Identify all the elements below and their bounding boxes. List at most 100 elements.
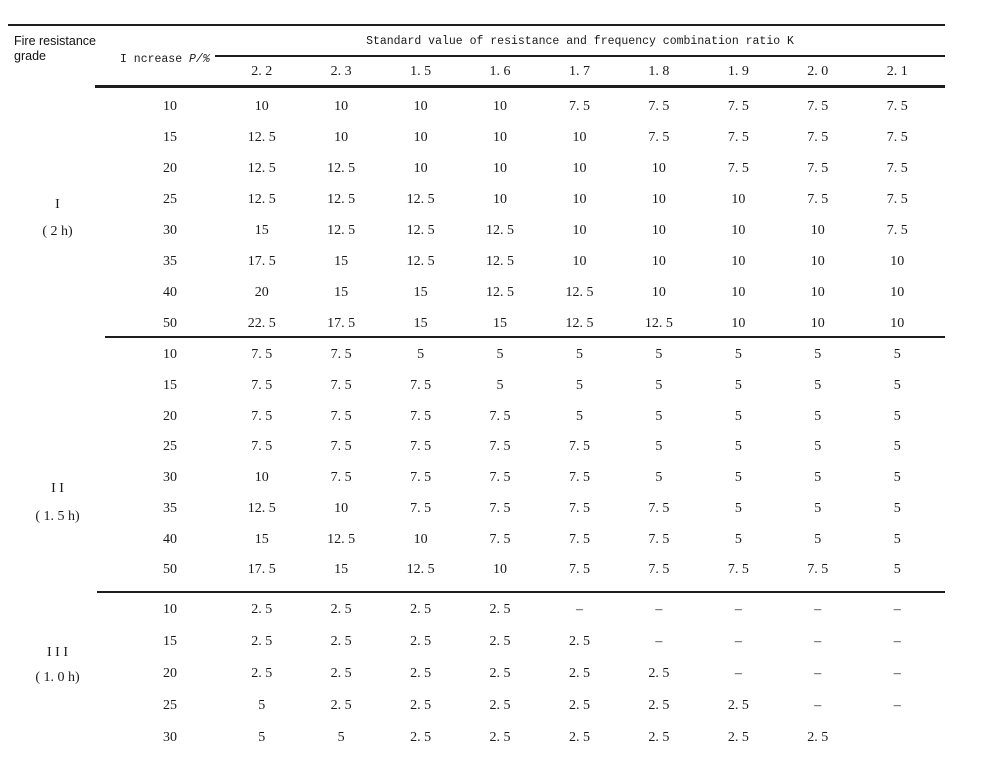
value-cell: 2. 5 [568, 666, 590, 681]
value-cell: 5 [893, 470, 901, 485]
value-cell: 5 [655, 377, 663, 393]
value-cell: 7. 5 [251, 347, 273, 362]
value-cell: 2. 5 [489, 634, 511, 649]
value-cell: 12. 5 [247, 192, 276, 207]
spacer [210, 62, 222, 82]
spacer [210, 626, 222, 658]
value-cell: – [893, 602, 901, 617]
value-cell: 15 [334, 254, 349, 269]
value-cell: 5 [893, 500, 901, 516]
value-cell: 10 [493, 192, 508, 207]
value-cell: 10 [254, 470, 269, 485]
value-cell: 10 [651, 161, 666, 176]
value-cell: 2. 5 [489, 602, 511, 617]
increase-cell: 25 [163, 192, 177, 207]
value-cell: 5 [734, 347, 742, 362]
table-row: 10 7. 5 7. 5 5 5 5 5 5 5 5 [0, 340, 982, 371]
spacer [0, 153, 130, 184]
value-cell: 5 [655, 347, 663, 362]
spacer [210, 722, 222, 754]
value-cell: 7. 5 [648, 531, 670, 547]
value-cell: 7. 5 [886, 192, 908, 207]
spacer [210, 555, 222, 586]
table-row: 35 17. 5 15 12. 5 12. 5 10 10 10 10 10 [0, 246, 982, 277]
spacer [0, 122, 130, 153]
increase-cell: 35 [163, 500, 177, 516]
value-cell: 10 [651, 285, 666, 300]
table-row: 25 5 2. 5 2. 5 2. 5 2. 5 2. 5 2. 5 – – [0, 690, 982, 722]
spacer [210, 525, 222, 556]
value-cell: 7. 5 [410, 500, 432, 516]
increase-cell: 35 [163, 254, 177, 269]
value-cell: 7. 5 [886, 99, 908, 114]
value-cell: 5 [575, 408, 583, 424]
k-column-header: 1. 8 [648, 64, 670, 79]
value-cell: 12. 5 [327, 161, 356, 176]
spacer [210, 308, 222, 339]
value-cell: – [655, 634, 663, 649]
corner-header: Fire resistance grade [14, 34, 124, 64]
spacer [210, 246, 222, 277]
value-cell: 10 [810, 316, 825, 331]
k-ratio-header: Standard value of resistance and frequen… [366, 35, 794, 48]
value-cell: 5 [814, 470, 822, 485]
value-cell: – [734, 634, 742, 649]
value-cell: 7. 5 [251, 439, 273, 455]
value-cell: 7. 5 [489, 408, 511, 424]
table-row: 40 15 12. 5 10 7. 5 7. 5 7. 5 5 5 5 [0, 525, 982, 556]
spacer [0, 91, 130, 122]
value-cell: 7. 5 [410, 408, 432, 424]
value-cell: 12. 5 [406, 192, 435, 207]
value-cell: 10 [890, 285, 905, 300]
spacer [0, 62, 130, 82]
value-cell: 12. 5 [247, 500, 276, 516]
value-cell: 5 [893, 439, 901, 455]
value-cell: 10 [731, 223, 746, 238]
value-cell: 5 [258, 698, 266, 713]
spacer [210, 91, 222, 122]
value-cell: 7. 5 [568, 500, 590, 516]
increase-cell: 50 [163, 562, 177, 578]
value-cell: 5 [734, 377, 742, 393]
value-cell: 10 [413, 99, 428, 114]
value-cell: 7. 5 [807, 161, 829, 176]
increase-cell: 15 [163, 130, 177, 145]
value-cell: 5 [655, 439, 663, 455]
table-row: 25 12. 5 12. 5 12. 5 10 10 10 10 7. 5 7. 5 [0, 184, 982, 215]
spacer [0, 594, 130, 626]
spacer [0, 246, 130, 277]
value-cell: 10 [731, 285, 746, 300]
value-cell: 7. 5 [410, 439, 432, 455]
value-cell: 10 [572, 161, 587, 176]
value-cell: 2. 5 [251, 666, 273, 681]
table-row: 40 20 15 15 12. 5 12. 5 10 10 10 10 [0, 277, 982, 308]
value-cell: 5 [814, 500, 822, 516]
table-row: 10 2. 5 2. 5 2. 5 2. 5 – – – – – [0, 594, 982, 626]
value-cell: 10 [651, 223, 666, 238]
increase-cell: 20 [163, 161, 177, 176]
value-cell: 15 [334, 285, 349, 300]
value-cell: 17. 5 [327, 316, 356, 331]
value-cell: 7. 5 [330, 470, 352, 485]
k-column-header: 2. 2 [251, 64, 273, 79]
value-cell: 2. 5 [330, 602, 352, 617]
value-cell: 5 [814, 408, 822, 424]
value-cell: 2. 5 [648, 698, 670, 713]
grade-group: 10 10 10 10 10 7. 5 7. 5 7. 5 7. 5 7. 5 15 12. 5 10 1… [0, 91, 982, 339]
value-cell: 10 [493, 161, 508, 176]
value-cell: 2. 5 [330, 698, 352, 713]
value-cell: – [734, 602, 742, 617]
table-row: 20 12. 5 12. 5 10 10 10 10 7. 5 7. 5 7. 5 [0, 153, 982, 184]
table-row: 15 12. 5 10 10 10 10 7. 5 7. 5 7. 5 7. 5 [0, 122, 982, 153]
value-cell: 7. 5 [648, 500, 670, 516]
value-cell: 5 [337, 730, 345, 745]
k-column-header: 1. 9 [727, 64, 749, 79]
value-cell: 12. 5 [327, 531, 356, 547]
spacer [210, 340, 222, 371]
increase-cell: 25 [163, 698, 177, 713]
value-cell: 7. 5 [330, 439, 352, 455]
grade-label: I [55, 197, 60, 212]
grade-label: I I [51, 481, 64, 496]
value-cell: 7. 5 [568, 470, 590, 485]
value-cell: 12. 5 [327, 223, 356, 238]
